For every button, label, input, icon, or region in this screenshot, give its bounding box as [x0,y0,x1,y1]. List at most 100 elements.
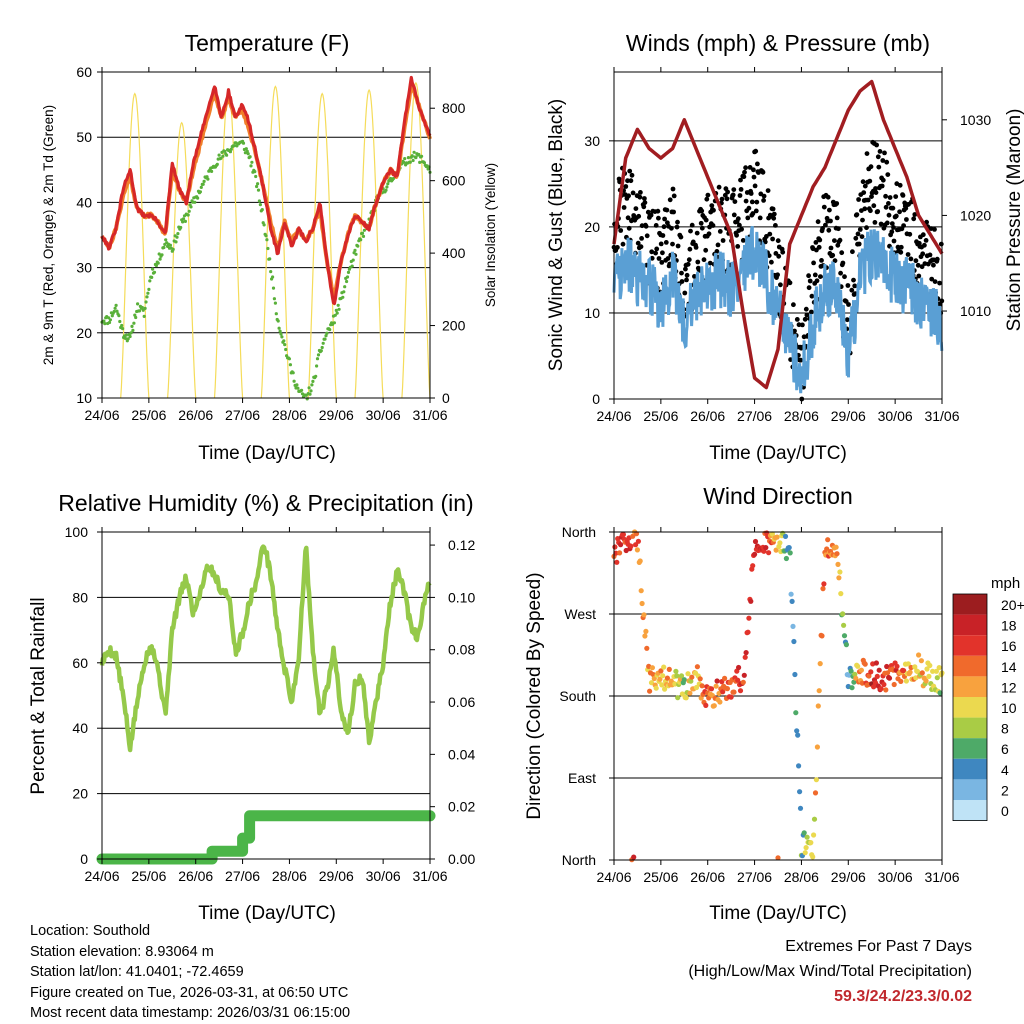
gust-point [771,211,777,217]
direction-point [659,682,665,688]
dewpoint-point [284,347,288,352]
gust-point [828,218,833,224]
gust-point [857,227,863,232]
dewpoint-point [361,234,366,238]
winds-panel: Winds (mph) & Pressure (mb) 010203010101… [546,30,1024,464]
gust-point [837,237,843,243]
extremes-title: Extremes For Past 7 Days [785,938,972,955]
gust-point [707,260,713,266]
dewpoint-point [345,275,350,279]
gust-point [685,261,691,267]
gust-point [802,316,808,322]
winds-x-tick-label: 26/06 [690,408,725,424]
dewpoint-point [271,275,275,279]
dewpoint-point [325,331,329,335]
temperature-y-tick-label: 10 [76,390,92,406]
direction-point [740,679,746,685]
direction-point [811,816,818,822]
gust-point [711,207,716,213]
gust-point [661,224,667,230]
gust-point [753,148,759,154]
latlon-text: Station lat/lon: 41.0401; -72.4659 [30,964,244,980]
gust-point [684,277,689,283]
gust-point [916,273,922,279]
gust-point [775,238,781,244]
dewpoint-point [385,185,389,189]
dewpoint-point [342,290,346,294]
dewpoint-point [145,295,149,299]
direction-point [714,678,720,684]
dewpoint-point [280,335,284,339]
direction-point [840,611,846,617]
direction-point [885,670,891,676]
dewpoint-point [262,223,266,227]
dewpoint-point [279,332,283,336]
dewpoint-point [152,270,157,274]
direction-y-tick-label: East [568,770,596,786]
direction-point [930,668,936,674]
direction-point [786,545,792,551]
dewpoint-point [310,383,314,387]
gust-point [862,206,868,212]
gust-point [670,241,675,247]
direction-point [631,854,637,860]
dewpoint-point [336,303,340,307]
gust-point [890,205,896,211]
direction-point [937,690,943,696]
direction-point [782,533,789,540]
dewpoint-point [110,314,114,318]
direction-point [868,669,874,675]
gust-point [907,231,913,237]
gust-point [798,357,804,363]
dewpoint-point [196,196,200,200]
dewpoint-point [183,219,187,223]
direction-point [849,685,855,691]
gust-point [741,174,747,180]
dewpoint-point [403,157,407,161]
gust-point [834,201,840,206]
dewpoint-point [217,153,221,157]
direction-x-tick-label: 27/06 [737,869,772,885]
dewpoint-point [140,305,144,310]
gust-point [794,317,800,322]
gust-point [923,238,929,243]
gust-point [731,212,737,218]
gust-point [898,249,904,255]
dewpoint-point [232,144,236,148]
dewpoint-point [276,319,280,323]
dewpoint-point [311,379,315,383]
gust-point [897,182,903,188]
dewpoint-point [328,328,332,332]
gust-point [908,256,914,262]
direction-point [803,845,809,851]
humidity-right-y-tick-label: 0.04 [448,746,475,762]
gust-point [846,302,851,307]
solar-insolation-pulse [120,92,150,399]
gust-point [656,215,661,221]
direction-point [814,744,821,750]
gust-point [747,165,753,170]
direction-point [722,675,728,682]
temperature-x-tick-label: 30/06 [366,407,401,423]
gust-point [670,186,676,192]
humidity-x-label: Time (Day/UTC) [198,903,336,924]
recent-timestamp-text: Most recent data timestamp: 2026/03/31 0… [30,1005,351,1021]
gust-point [821,204,827,210]
dewpoint-point [271,286,276,290]
gust-point [662,216,667,222]
direction-point [901,668,907,674]
gust-point [873,186,878,191]
direction-point [699,683,705,689]
direction-point [795,732,801,738]
gust-point [873,190,879,196]
direction-x-tick-label: 30/06 [878,869,913,885]
location-text: Location: Southold [30,923,151,939]
direction-point [886,675,893,681]
direction-x-tick-label: 24/06 [596,869,631,885]
dewpoint-point [130,324,134,328]
temperature-right-y-tick-label: 400 [442,245,466,261]
gust-point [635,240,641,246]
gust-point [845,283,851,288]
gust-point [709,203,715,209]
direction-point [775,855,781,861]
